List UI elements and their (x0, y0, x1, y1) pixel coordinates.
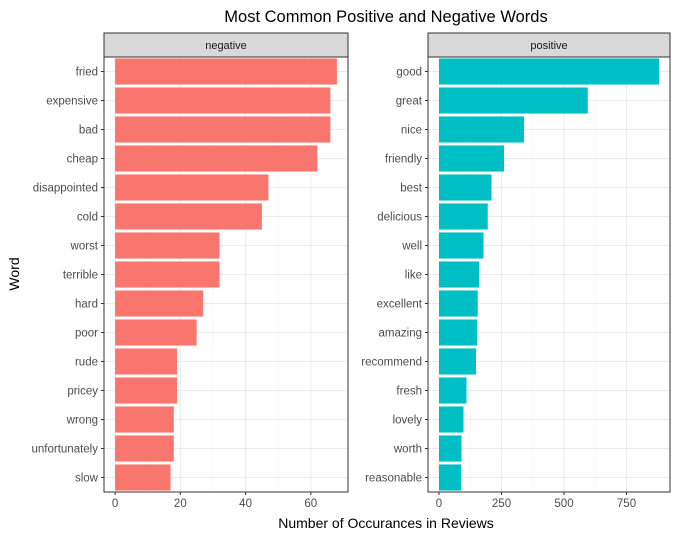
y-tick-label: amazing (379, 328, 422, 340)
bar-expensive (115, 87, 331, 114)
x-tick-label: 750 (617, 498, 636, 510)
y-tick-label: fried (76, 67, 98, 79)
x-tick-label: 0 (112, 498, 118, 510)
bar-disappointed (115, 174, 269, 201)
bar-reasonable (439, 464, 461, 491)
bar-nice (439, 116, 524, 143)
y-axis-title: Word (6, 257, 22, 290)
y-tick-label: excellent (377, 299, 423, 311)
y-tick-label: good (396, 67, 422, 79)
bar-hard (115, 290, 204, 317)
y-tick-label: pricey (67, 386, 98, 398)
bar-recommend (439, 348, 476, 375)
facet-strip (103, 32, 349, 58)
bar-amazing (439, 319, 477, 346)
x-tick-label: 20 (174, 498, 187, 510)
y-tick-label: delicious (377, 212, 422, 224)
bar-like (439, 261, 479, 288)
y-tick-label: slow (75, 473, 99, 485)
y-tick-label: cold (77, 212, 98, 224)
bar-poor (115, 319, 197, 346)
y-tick-label: bad (79, 125, 98, 137)
y-tick-label: expensive (46, 96, 98, 108)
bar-pricey (115, 377, 178, 404)
bar-unfortunately (115, 435, 174, 462)
bar-excellent (439, 290, 478, 317)
bar-bad (115, 116, 331, 143)
facet-strip-label: negative (205, 40, 247, 52)
y-tick-label: hard (75, 299, 98, 311)
bar-lovely (439, 406, 464, 433)
bar-friendly (439, 145, 504, 172)
x-tick-label: 250 (492, 498, 511, 510)
bar-good (439, 58, 659, 85)
y-tick-label: best (400, 183, 423, 195)
y-tick-label: great (396, 96, 423, 108)
y-tick-label: poor (75, 328, 98, 340)
y-tick-label: fresh (396, 386, 422, 398)
x-tick-label: 40 (239, 498, 252, 510)
y-tick-label: cheap (67, 154, 98, 166)
bar-wrong (115, 406, 174, 433)
y-tick-label: reasonable (365, 473, 422, 485)
bar-well (439, 232, 484, 259)
x-tick-label: 0 (436, 498, 442, 510)
panel-negative: negative fried expensive bad cheap disappoint… (32, 32, 349, 510)
bar-delicious (439, 203, 488, 230)
bar-rude (115, 348, 178, 375)
y-tick-label: rude (75, 357, 98, 369)
bar-fresh (439, 377, 467, 404)
y-tick-label: friendly (385, 154, 422, 166)
y-tick-label: terrible (63, 270, 98, 282)
bar-cheap (115, 145, 318, 172)
y-tick-label: worth (393, 444, 422, 456)
y-tick-label: lovely (393, 415, 423, 427)
bar-slow (115, 464, 171, 491)
bar-worth (439, 435, 462, 462)
y-tick-label: nice (401, 125, 422, 137)
bar-cold (115, 203, 262, 230)
panel-positive: positive good great nice friendly best delicio… (361, 32, 671, 510)
y-tick-label: recommend (361, 357, 422, 369)
facet-strip-label: positive (530, 40, 567, 52)
x-tick-label: 60 (304, 498, 317, 510)
x-tick-label: 500 (554, 498, 573, 510)
y-tick-label: worst (70, 241, 99, 253)
facet-panels: negative fried expensive bad cheap disappoint… (32, 32, 671, 510)
y-tick-label: well (401, 241, 422, 253)
chart-title: Most Common Positive and Negative Words (224, 8, 547, 26)
y-tick-label: wrong (66, 415, 98, 427)
bar-worst (115, 232, 220, 259)
bar-great (439, 87, 588, 114)
y-tick-label: disappointed (33, 183, 98, 195)
x-axis-title: Number of Occurances in Reviews (278, 515, 494, 531)
bar-best (439, 174, 492, 201)
bar-fried (115, 58, 337, 85)
bar-terrible (115, 261, 220, 288)
y-tick-label: like (405, 270, 422, 282)
y-tick-label: unfortunately (32, 444, 99, 456)
